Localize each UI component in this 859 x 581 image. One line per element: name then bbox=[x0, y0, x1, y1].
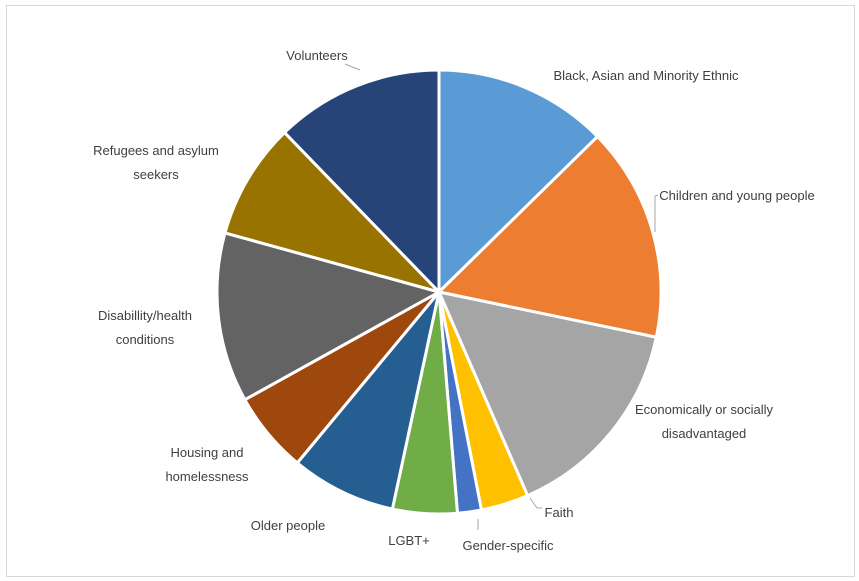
slice-label: Gender-specific bbox=[462, 538, 554, 553]
pie-slice-children-and-young-people bbox=[437, 135, 663, 339]
leader-line bbox=[654, 194, 659, 232]
slice-label: Children and young people bbox=[659, 188, 814, 203]
leader-line bbox=[529, 497, 542, 509]
pie-slice-refugees-and-asylum-seekers bbox=[223, 131, 441, 294]
slice-label: Economically or socially disadvantaged bbox=[635, 402, 773, 441]
slice-label: Refugees and asylum seekers bbox=[93, 143, 219, 182]
slice-label: Older people bbox=[251, 518, 325, 533]
slice-label: Volunteers bbox=[286, 48, 348, 63]
pie-slice-economically-or-socially-disadvantaged bbox=[437, 290, 658, 498]
leader-lines bbox=[344, 63, 659, 530]
slice-label: Disabillity/health conditions bbox=[98, 308, 192, 347]
slice-label: Housing and homelessness bbox=[165, 445, 249, 484]
leader-line bbox=[344, 63, 361, 71]
slice-label: LGBT+ bbox=[388, 533, 430, 548]
slice-labels: Black, Asian and Minority Ethnic Children… bbox=[93, 48, 815, 553]
pie-slices bbox=[215, 68, 663, 516]
pie-slice-volunteers bbox=[283, 68, 441, 294]
slice-label: Faith bbox=[545, 505, 574, 520]
pie-slice-black-asian-and-minority-ethnic bbox=[437, 68, 599, 294]
pie-slice-disabillity-health-conditions bbox=[215, 231, 441, 402]
slice-label: Black, Asian and Minority Ethnic bbox=[554, 68, 739, 83]
pie-slice-older-people bbox=[295, 290, 441, 511]
